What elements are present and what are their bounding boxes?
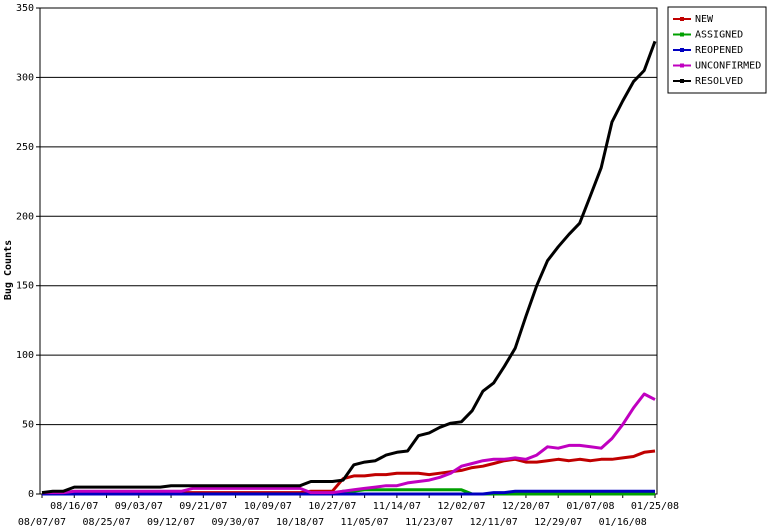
legend-label: ASSIGNED	[695, 30, 743, 41]
legend-marker	[680, 79, 684, 83]
series-line	[42, 392, 656, 495]
y-tick-label: 200	[16, 211, 34, 222]
x-tick-label: 01/07/08	[566, 501, 614, 512]
x-tick-label: 08/16/07	[50, 501, 98, 512]
x-tick-label: 01/25/08	[631, 501, 679, 512]
x-tick-label: 09/12/07	[147, 517, 195, 528]
x-tick-label: 10/27/07	[308, 501, 356, 512]
y-tick-label: 350	[16, 3, 34, 14]
legend-label: RESOLVED	[695, 76, 743, 87]
x-tick-label: 09/21/07	[179, 501, 227, 512]
x-tick-label: 12/20/07	[502, 501, 550, 512]
x-tick-label: 12/29/07	[534, 517, 582, 528]
series-line	[42, 489, 655, 496]
x-tick-label: 11/05/07	[341, 517, 389, 528]
y-tick-label: 100	[16, 350, 34, 361]
x-tick-label: 09/30/07	[211, 517, 259, 528]
x-tick-label: 10/09/07	[244, 501, 292, 512]
legend-label: NEW	[695, 14, 714, 25]
y-tick-label: 50	[22, 420, 34, 431]
legend-marker	[680, 63, 684, 68]
x-tick-label: 10/18/07	[276, 517, 324, 528]
y-tick-label: 300	[16, 72, 34, 83]
y-tick-label: 0	[28, 489, 34, 500]
series-line	[41, 40, 657, 495]
legend-marker	[680, 48, 684, 52]
x-tick-label: 09/03/07	[115, 501, 163, 512]
y-axis-label: Bug Counts	[3, 240, 14, 300]
x-tick-label: 11/23/07	[405, 517, 453, 528]
y-tick-label: 150	[16, 281, 34, 292]
x-tick-label: 08/07/07	[18, 517, 66, 528]
legend-label: REOPENED	[695, 45, 743, 56]
x-tick-label: 11/14/07	[373, 501, 421, 512]
legend-marker	[680, 17, 684, 21]
legend-marker	[680, 32, 684, 37]
x-tick-label: 08/25/07	[82, 517, 130, 528]
x-tick-label: 01/16/08	[599, 517, 647, 528]
x-tick-label: 12/11/07	[470, 517, 518, 528]
legend-label: UNCONFIRMED	[695, 61, 761, 72]
y-tick-label: 250	[16, 142, 34, 153]
x-tick-label: 12/02/07	[437, 501, 485, 512]
